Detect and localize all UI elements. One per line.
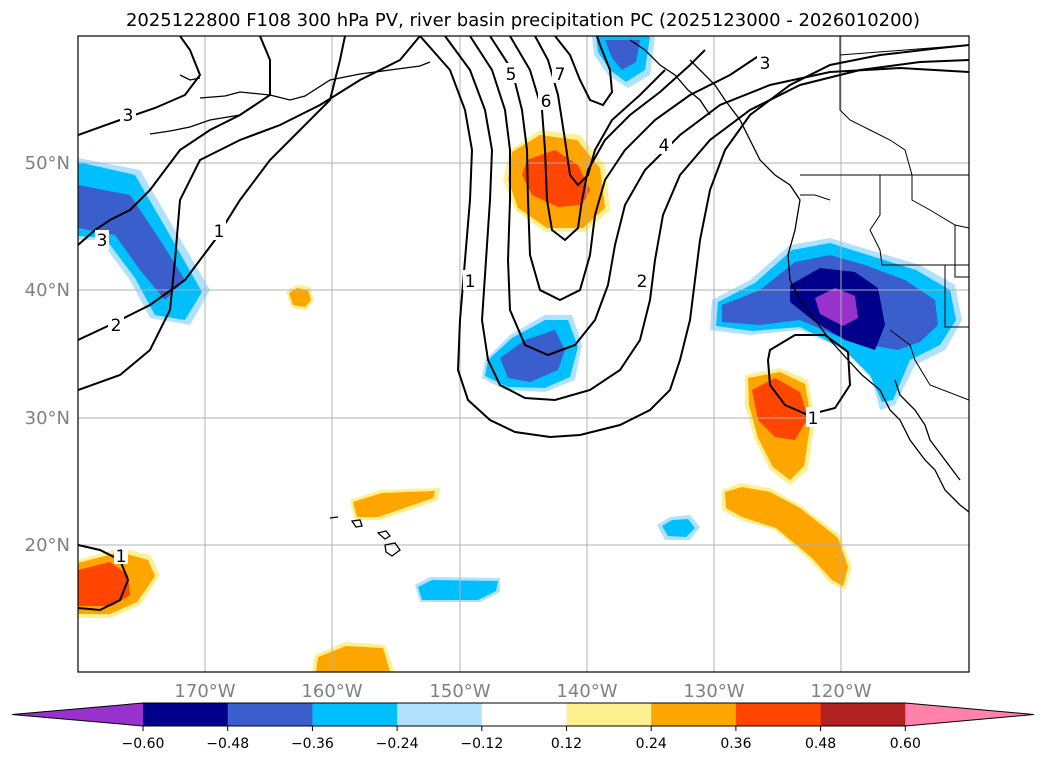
colorbar-segment — [312, 703, 398, 726]
contour-label: 2 — [111, 316, 122, 336]
colorbar-tick-label: 0.48 — [805, 736, 836, 752]
colorbar-segment — [143, 703, 229, 726]
colorbar-segment — [397, 703, 483, 726]
contour-label: 6 — [541, 92, 552, 112]
colorbar-segment — [227, 703, 313, 726]
colorbar-extend-high — [905, 703, 1034, 726]
shading-southwest-positive — [78, 548, 160, 618]
contour-label: 4 — [659, 136, 670, 156]
shading-subtropical-positive-band — [722, 483, 852, 590]
contour-labels: 3 3 1 2 1 5 6 7 4 3 2 1 1 — [95, 52, 820, 567]
grid-lines — [78, 36, 969, 672]
contour-label: 1 — [214, 222, 225, 242]
colorbar-tick-label: 0.24 — [636, 736, 667, 752]
shading-west-negative — [78, 158, 210, 325]
lon-label: 120°W — [810, 681, 871, 702]
latitude-labels: 50°N 40°N 30°N 20°N — [25, 153, 70, 556]
contour-label: 7 — [555, 65, 566, 85]
shading-mid-pacific-negative — [482, 315, 582, 392]
lat-label: 20°N — [25, 535, 70, 556]
pv-contours — [78, 36, 969, 612]
map-area: 3 3 1 2 1 5 6 7 4 3 2 1 1 — [78, 36, 969, 672]
contour-label: 2 — [637, 272, 648, 292]
lon-label: 130°W — [683, 681, 744, 702]
figure-title: 2025122800 F108 300 hPa PV, river basin … — [126, 10, 920, 31]
contour-label: 1 — [808, 409, 819, 429]
longitude-labels: 170°W 160°W 150°W 140°W 130°W 120°W — [174, 681, 871, 702]
lat-label: 50°N — [25, 153, 70, 174]
contour-label: 5 — [506, 65, 517, 85]
lat-label: 30°N — [25, 408, 70, 429]
colorbar-extend-low — [12, 703, 143, 726]
contour-label: 1 — [116, 547, 127, 567]
colorbar-tick-label: −0.12 — [460, 736, 503, 752]
colorbar-segment — [481, 703, 567, 726]
contour-label: 3 — [760, 54, 771, 74]
lon-label: 170°W — [174, 681, 235, 702]
lon-label: 150°W — [429, 681, 490, 702]
colorbar-tick-label: 0.60 — [890, 736, 921, 752]
colorbar-segment — [651, 703, 737, 726]
political-borders — [800, 36, 969, 401]
shading-california-negative — [710, 238, 962, 410]
map-frame — [77, 35, 970, 673]
colorbar-tick-label: 0.12 — [551, 736, 582, 752]
coastlines — [149, 39, 969, 557]
contour-label: 3 — [97, 231, 108, 251]
colorbar-tick-label: −0.36 — [291, 736, 334, 752]
lat-label: 40°N — [25, 280, 70, 301]
colorbar-tick-label: −0.60 — [122, 736, 165, 752]
lon-label: 140°W — [556, 681, 617, 702]
colorbar-segment — [735, 703, 822, 726]
contour-label: 1 — [465, 272, 476, 292]
colorbar-segment — [566, 703, 652, 726]
lon-label: 160°W — [301, 681, 362, 702]
colorbar-tick-label: 0.36 — [720, 736, 751, 752]
contour-label: 3 — [123, 106, 134, 126]
colorbar: −0.60 −0.48 −0.36 −0.24 −0.12 0.12 0.24 0.36 0.4… — [11, 702, 1035, 752]
colorbar-tick-label: −0.48 — [206, 736, 249, 752]
colorbar-tick-label: −0.24 — [376, 736, 419, 752]
shading-baja-positive — [745, 368, 815, 485]
colorbar-segment — [820, 703, 906, 726]
